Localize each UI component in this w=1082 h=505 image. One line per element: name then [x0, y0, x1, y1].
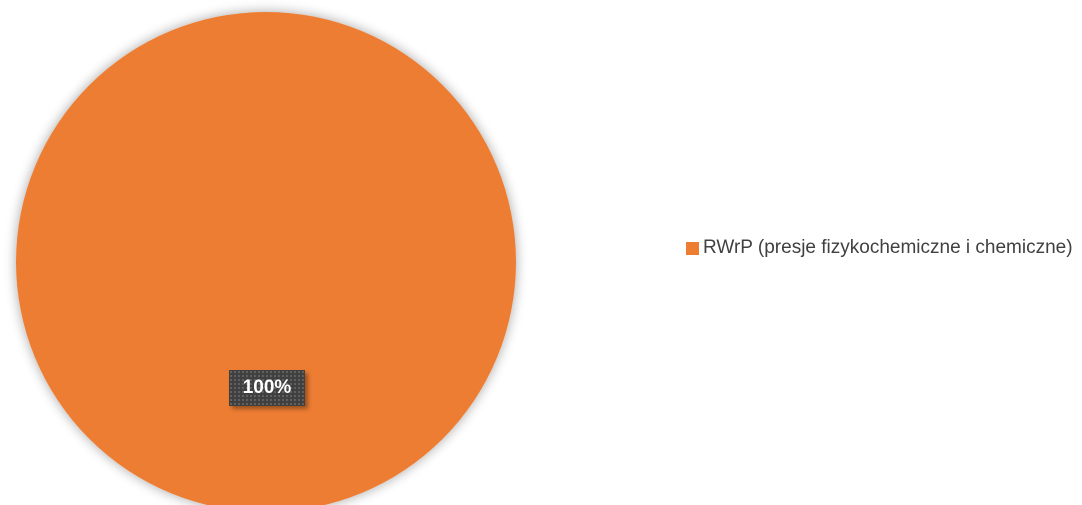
legend: RWrP (presje fizykochemiczne i chemiczne… — [686, 236, 1076, 260]
legend-swatch — [686, 242, 699, 255]
pie-slices — [16, 12, 516, 505]
pie-slice — [16, 12, 516, 505]
slice-data-label: 100% — [229, 370, 305, 406]
legend-label: RWrP (presje fizykochemiczne i chemiczne… — [703, 237, 1073, 258]
